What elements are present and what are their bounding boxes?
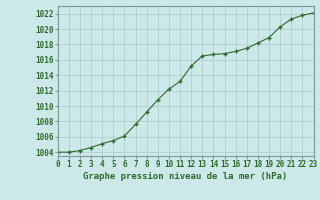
X-axis label: Graphe pression niveau de la mer (hPa): Graphe pression niveau de la mer (hPa) <box>84 172 288 181</box>
